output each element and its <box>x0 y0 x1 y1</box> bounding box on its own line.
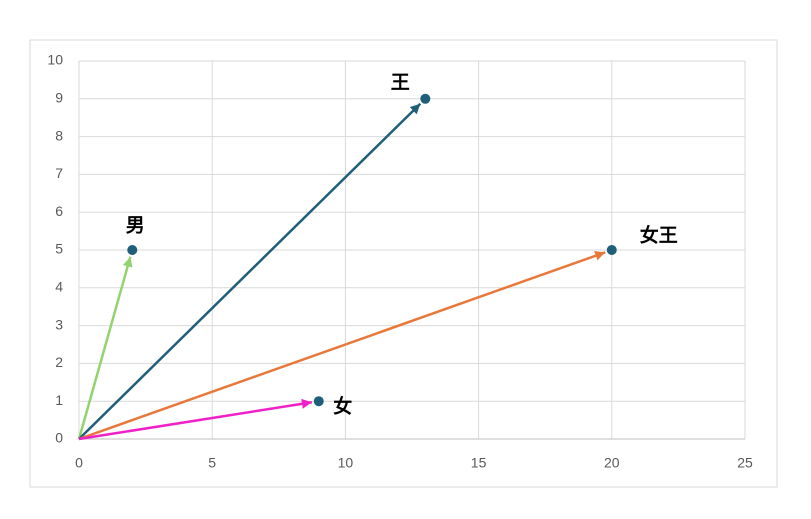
y-tick-label: 5 <box>55 241 63 257</box>
y-tick-label: 0 <box>55 430 63 446</box>
x-tick-label: 25 <box>737 455 753 471</box>
y-tick-label: 7 <box>55 165 63 181</box>
chart-border <box>29 39 778 488</box>
point <box>313 396 324 407</box>
arrow <box>77 256 133 440</box>
y-tick-label: 3 <box>55 316 63 332</box>
point <box>420 93 431 104</box>
point-label: 王 <box>391 71 410 93</box>
y-tick-label: 2 <box>55 354 63 370</box>
arrow <box>78 102 422 440</box>
point <box>127 245 138 255</box>
x-tick-label: 5 <box>208 455 216 471</box>
y-tick-label: 8 <box>55 127 63 143</box>
y-tick-label: 4 <box>55 279 63 295</box>
y-tick-label: 9 <box>55 90 63 106</box>
x-tick-label: 15 <box>471 455 487 471</box>
point-label: 女王 <box>640 224 678 247</box>
arrow <box>78 398 313 441</box>
x-tick-label: 0 <box>75 455 83 471</box>
y-tick-label: 1 <box>55 392 63 408</box>
arrow <box>78 250 606 441</box>
y-tick-label: 10 <box>47 52 63 68</box>
point-label: 女 <box>333 395 352 418</box>
y-tick-label: 6 <box>55 203 63 219</box>
x-tick-label: 10 <box>338 455 354 471</box>
point <box>606 245 617 255</box>
point-label: 男 <box>126 215 145 237</box>
x-tick-label: 20 <box>604 455 620 471</box>
